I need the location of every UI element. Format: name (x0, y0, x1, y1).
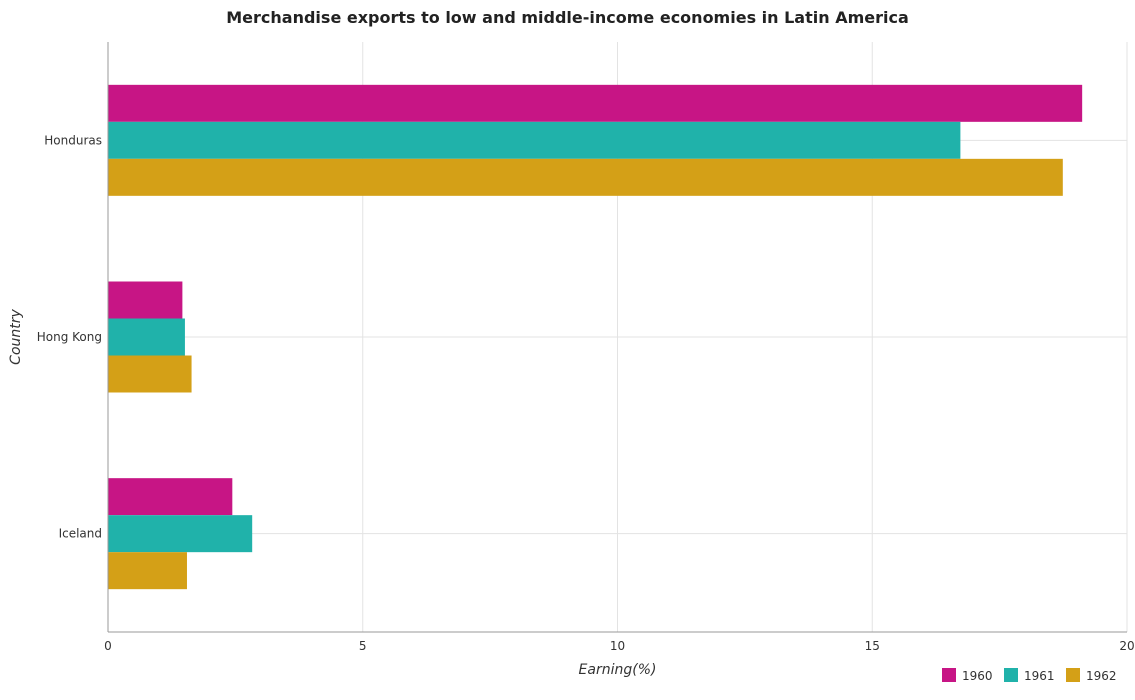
x-axis-label: Earning(%) (579, 662, 657, 678)
legend-label-1960: 1960 (962, 669, 993, 683)
bar-1960-honduras (108, 84, 1083, 122)
y-tick-label: Iceland (59, 527, 102, 541)
bar-1961-iceland (108, 515, 253, 553)
y-tick-label: Honduras (44, 133, 102, 147)
bar-1961-honduras (108, 121, 961, 159)
y-axis-label: Country (8, 308, 24, 364)
legend: 1960 1961 1962 (942, 668, 1117, 683)
bar-1962-iceland (108, 552, 187, 590)
chart-title: Merchandise exports to low and middle-in… (226, 8, 909, 27)
y-tick-label: Hong Kong (37, 330, 102, 344)
bar-1962-hong-kong (108, 355, 192, 393)
bar-1960-hong-kong (108, 281, 183, 319)
x-tick-label: 15 (865, 639, 880, 653)
legend-label-1961: 1961 (1024, 669, 1055, 683)
bar-1962-honduras (108, 158, 1063, 196)
legend-label-1962: 1962 (1086, 669, 1117, 683)
x-tick-label: 20 (1119, 639, 1134, 653)
legend-swatch-1962 (1066, 668, 1080, 682)
axes: 0 5 10 15 20 Honduras Hong Kong Iceland (37, 42, 1135, 653)
legend-swatch-1960 (942, 668, 956, 682)
x-tick-label: 5 (359, 639, 367, 653)
x-tick-label: 10 (610, 639, 625, 653)
x-tick-label: 0 (104, 639, 112, 653)
bar-1960-iceland (108, 478, 233, 516)
bar-1961-hong-kong (108, 318, 185, 356)
legend-swatch-1961 (1004, 668, 1018, 682)
bars (108, 84, 1083, 590)
